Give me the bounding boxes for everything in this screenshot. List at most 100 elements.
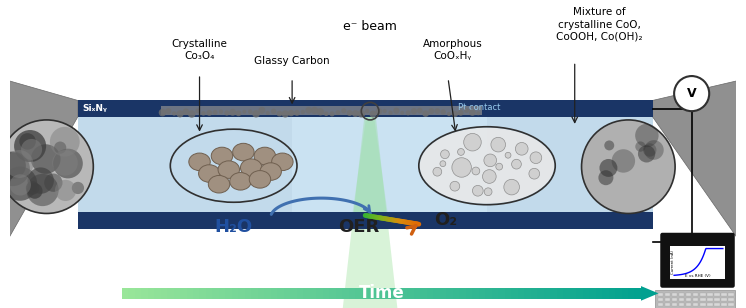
Bar bbox=[148, 288, 154, 299]
Ellipse shape bbox=[211, 147, 233, 165]
Circle shape bbox=[450, 181, 460, 191]
Bar bbox=[388, 288, 395, 299]
Bar bbox=[700, 298, 706, 301]
Bar bbox=[219, 288, 225, 299]
Circle shape bbox=[352, 110, 359, 117]
Bar bbox=[225, 288, 232, 299]
Bar bbox=[679, 303, 684, 306]
Bar bbox=[700, 303, 706, 306]
Bar bbox=[180, 288, 186, 299]
Text: SiₓNᵧ: SiₓNᵧ bbox=[83, 104, 107, 113]
Bar bbox=[537, 288, 544, 299]
Circle shape bbox=[530, 152, 542, 164]
Circle shape bbox=[598, 170, 613, 185]
Bar bbox=[78, 213, 653, 229]
Bar bbox=[128, 288, 134, 299]
Circle shape bbox=[31, 144, 60, 174]
Circle shape bbox=[21, 139, 42, 160]
Bar bbox=[427, 288, 433, 299]
Circle shape bbox=[636, 141, 645, 152]
Circle shape bbox=[0, 120, 93, 213]
Circle shape bbox=[3, 167, 37, 201]
Ellipse shape bbox=[189, 153, 210, 171]
Circle shape bbox=[464, 108, 469, 113]
Bar bbox=[479, 288, 485, 299]
Bar bbox=[692, 298, 698, 301]
Circle shape bbox=[242, 110, 246, 114]
Bar bbox=[671, 298, 677, 301]
Text: V: V bbox=[687, 87, 697, 100]
Circle shape bbox=[19, 133, 36, 150]
Circle shape bbox=[28, 168, 54, 194]
Circle shape bbox=[55, 180, 76, 201]
Bar bbox=[671, 293, 677, 296]
Circle shape bbox=[219, 109, 223, 114]
Circle shape bbox=[44, 173, 63, 192]
Circle shape bbox=[277, 111, 282, 116]
Ellipse shape bbox=[249, 171, 271, 188]
Circle shape bbox=[258, 107, 266, 114]
Bar bbox=[251, 288, 258, 299]
Text: Pt contact: Pt contact bbox=[458, 103, 500, 112]
Text: e⁻ beam: e⁻ beam bbox=[343, 19, 397, 33]
Bar bbox=[498, 288, 504, 299]
Text: Glassy Carbon: Glassy Carbon bbox=[254, 56, 330, 66]
Bar bbox=[186, 288, 193, 299]
Circle shape bbox=[504, 179, 519, 195]
Bar bbox=[686, 303, 692, 306]
Bar bbox=[721, 303, 727, 306]
Text: Time: Time bbox=[358, 284, 404, 302]
Bar bbox=[304, 288, 310, 299]
Polygon shape bbox=[343, 100, 398, 308]
Circle shape bbox=[294, 110, 300, 116]
Ellipse shape bbox=[272, 153, 293, 171]
Bar bbox=[466, 288, 472, 299]
Bar bbox=[504, 288, 511, 299]
Circle shape bbox=[604, 140, 614, 150]
Circle shape bbox=[213, 110, 218, 115]
Circle shape bbox=[612, 149, 635, 173]
Ellipse shape bbox=[230, 172, 251, 190]
Bar bbox=[232, 288, 239, 299]
Bar bbox=[199, 288, 206, 299]
Bar bbox=[714, 293, 720, 296]
Bar bbox=[557, 288, 563, 299]
Bar bbox=[671, 303, 677, 306]
Bar bbox=[290, 288, 297, 299]
Bar bbox=[583, 288, 589, 299]
Bar bbox=[395, 288, 401, 299]
Circle shape bbox=[248, 109, 252, 114]
Bar bbox=[245, 288, 251, 299]
Bar bbox=[278, 288, 284, 299]
Ellipse shape bbox=[420, 128, 554, 204]
Bar bbox=[621, 288, 628, 299]
Circle shape bbox=[172, 111, 177, 116]
Bar bbox=[349, 288, 355, 299]
Circle shape bbox=[440, 161, 446, 167]
Circle shape bbox=[336, 110, 340, 115]
Circle shape bbox=[271, 109, 277, 114]
Bar bbox=[420, 288, 427, 299]
Bar bbox=[154, 288, 160, 299]
Bar bbox=[433, 288, 439, 299]
Circle shape bbox=[496, 163, 503, 170]
Text: Crystalline
Co₃O₄: Crystalline Co₃O₄ bbox=[172, 39, 228, 62]
Ellipse shape bbox=[254, 147, 275, 165]
Text: OER: OER bbox=[338, 218, 379, 236]
Bar bbox=[206, 288, 213, 299]
Bar bbox=[310, 288, 316, 299]
Circle shape bbox=[224, 110, 230, 116]
Circle shape bbox=[433, 167, 442, 176]
Bar bbox=[342, 288, 349, 299]
Circle shape bbox=[27, 183, 43, 199]
Circle shape bbox=[406, 110, 410, 116]
Circle shape bbox=[26, 174, 59, 206]
Bar bbox=[369, 288, 374, 299]
Circle shape bbox=[54, 141, 66, 154]
Bar bbox=[655, 290, 735, 308]
Circle shape bbox=[201, 111, 206, 116]
Bar bbox=[692, 293, 698, 296]
Bar bbox=[336, 288, 342, 299]
Circle shape bbox=[472, 167, 480, 175]
Bar bbox=[665, 298, 671, 301]
